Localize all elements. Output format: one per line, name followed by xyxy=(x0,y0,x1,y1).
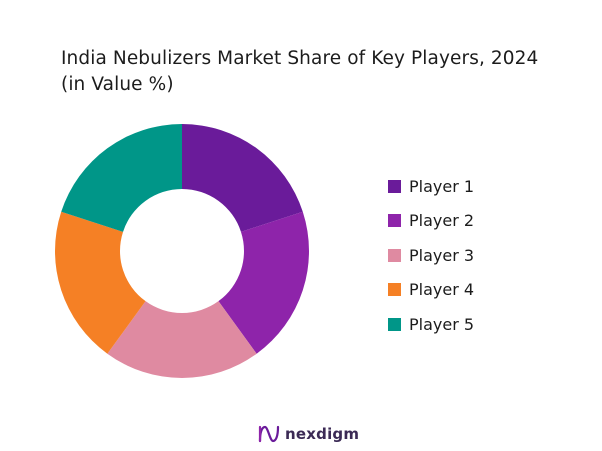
legend-item-player-2: Player 2 xyxy=(388,204,474,239)
chart-legend: Player 1 Player 2 Player 3 Player 4 Play… xyxy=(388,169,474,342)
legend-swatch xyxy=(388,214,401,228)
donut-slice-player-2 xyxy=(218,211,309,354)
legend-label: Player 2 xyxy=(409,211,475,231)
legend-label: Player 3 xyxy=(409,245,475,265)
donut-slice-player-1 xyxy=(182,124,303,232)
chart-title-line-2: (in Value %) xyxy=(61,74,174,95)
legend-swatch xyxy=(388,317,401,331)
donut-slice-player-3 xyxy=(107,301,257,378)
chart-title-line-1: India Nebulizers Market Share of Key Pla… xyxy=(61,48,539,69)
donut-slice-player-5 xyxy=(61,124,183,232)
nexdigm-logo-icon xyxy=(258,425,280,443)
logo-text: nexdigm xyxy=(285,425,360,443)
chart-title: India Nebulizers Market Share of Key Pla… xyxy=(61,46,581,98)
legend-label: Player 4 xyxy=(409,280,475,300)
donut-slice-player-4 xyxy=(55,211,146,354)
legend-item-player-4: Player 4 xyxy=(388,273,474,308)
legend-label: Player 1 xyxy=(409,176,475,196)
legend-swatch xyxy=(388,283,401,297)
legend-label: Player 5 xyxy=(409,314,475,334)
legend-item-player-5: Player 5 xyxy=(388,307,474,342)
legend-item-player-1: Player 1 xyxy=(388,169,474,204)
legend-item-player-3: Player 3 xyxy=(388,238,474,273)
legend-swatch xyxy=(388,248,401,262)
nexdigm-logo: nexdigm xyxy=(258,424,359,444)
legend-swatch xyxy=(388,179,401,193)
